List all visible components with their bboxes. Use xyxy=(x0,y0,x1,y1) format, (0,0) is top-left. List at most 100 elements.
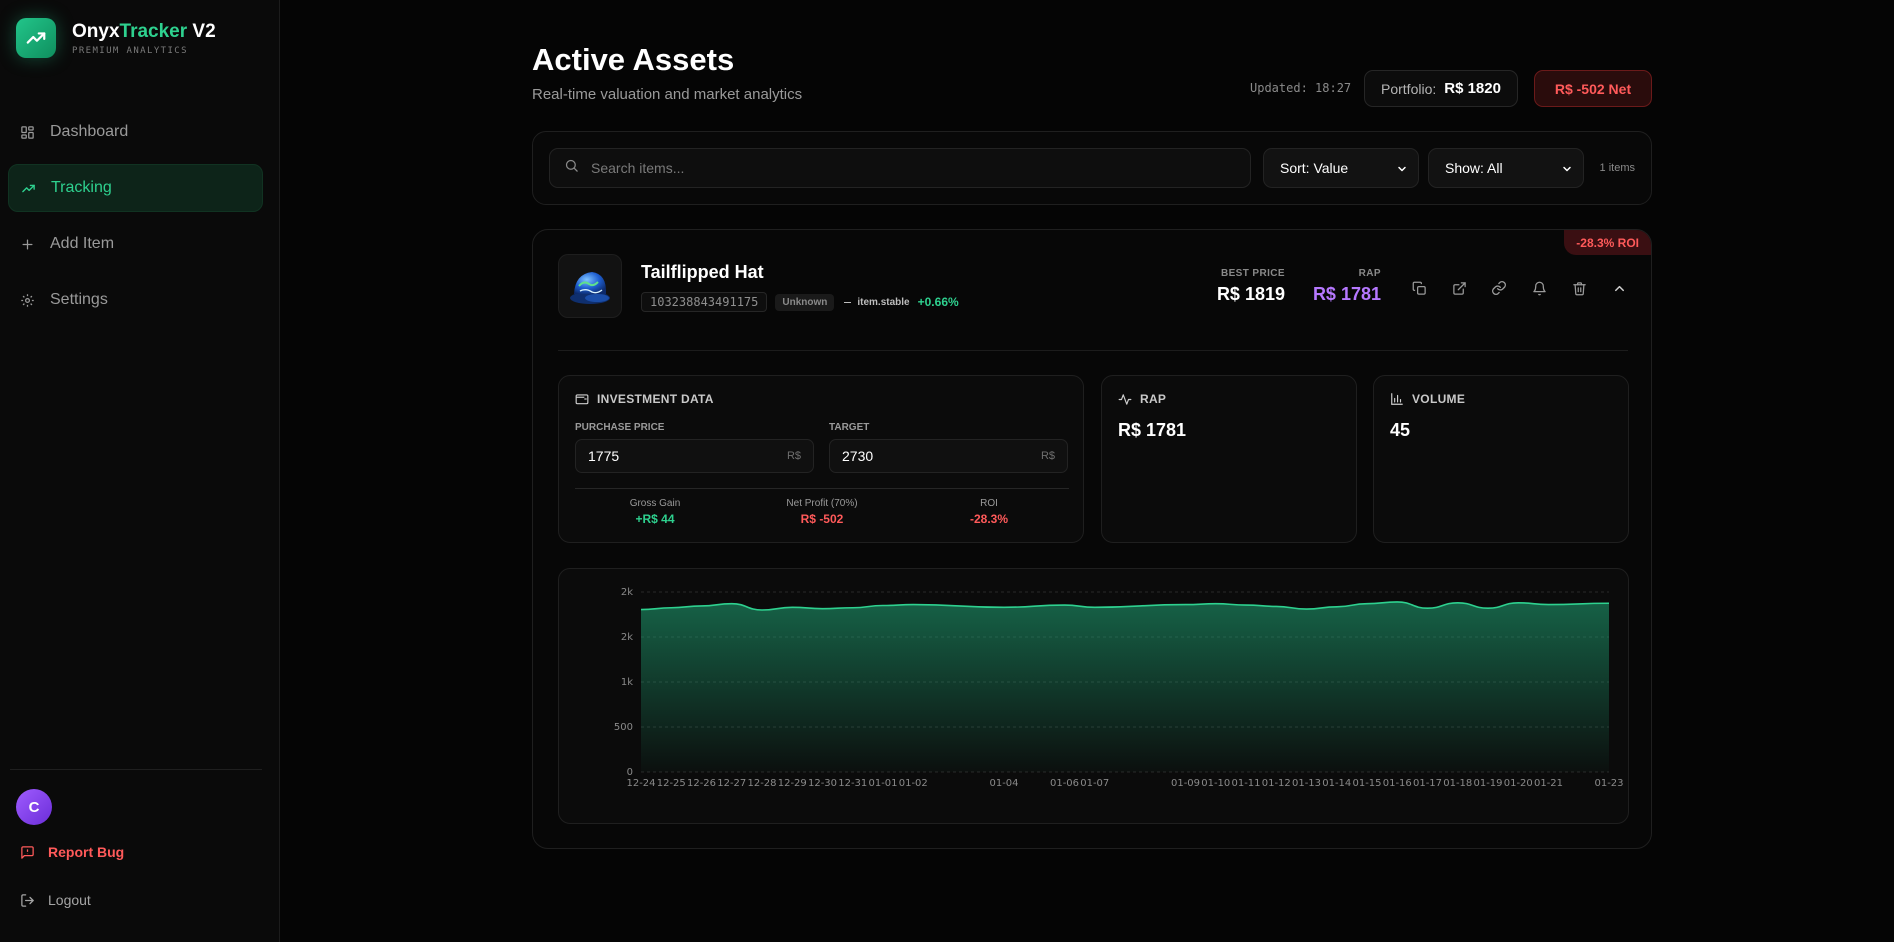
copy-link-button[interactable] xyxy=(1479,272,1519,304)
x-tick-label: 12-30 xyxy=(808,778,837,789)
x-tick-label: 12-27 xyxy=(717,778,746,789)
logout-label: Logout xyxy=(48,892,91,908)
show-filter-select[interactable]: Show: All xyxy=(1428,148,1584,188)
best-price-value: R$ 1819 xyxy=(1216,284,1285,304)
sidebar-item-add-item[interactable]: Add Item xyxy=(8,220,263,268)
gross-gain-label: Gross Gain xyxy=(629,498,681,509)
price-change: +0.66% xyxy=(917,295,959,309)
chart-svg: 0 500 1k 2k 2k 12-24 12-25 12-26 12-27 12-28 12-2… xyxy=(614,587,1624,789)
x-tick-label: 01-18 xyxy=(1443,778,1472,789)
investment-title: INVESTMENT DATA xyxy=(575,392,714,406)
activity-icon xyxy=(1118,392,1132,406)
x-tick-label: 01-09 xyxy=(1171,778,1200,789)
x-tick-label: 12-31 xyxy=(838,778,867,789)
trending-up-icon xyxy=(21,180,37,196)
target-label: TARGET xyxy=(829,422,870,433)
wallet-icon xyxy=(575,392,589,406)
sidebar-item-dashboard[interactable]: Dashboard xyxy=(8,108,263,156)
purchase-price-input[interactable] xyxy=(588,448,768,464)
dash-icon xyxy=(844,301,852,303)
best-price-label: BEST PRICE xyxy=(1220,268,1285,279)
copy-button[interactable] xyxy=(1399,272,1439,304)
report-bug-link[interactable]: Report Bug xyxy=(20,844,124,860)
hat-image xyxy=(570,272,610,304)
brand-subtitle: PREMIUM ANALYTICS xyxy=(72,45,188,56)
rap-panel: RAP R$ 1781 xyxy=(1101,375,1357,543)
target-price-input[interactable] xyxy=(842,448,1022,464)
portfolio-value: R$ 1820 xyxy=(1444,80,1501,97)
page-title: Active Assets xyxy=(532,42,735,77)
net-profit-stat: Net Profit (70%) R$ -502 xyxy=(752,498,892,526)
x-tick-label: 01-04 xyxy=(989,778,1018,789)
x-tick-label: 01-02 xyxy=(899,778,928,789)
trash-icon xyxy=(1572,281,1586,295)
card-divider xyxy=(558,350,1628,351)
roi-value: -28.3% xyxy=(969,512,1009,526)
item-id-badge[interactable]: 103238843491175 xyxy=(641,292,768,312)
roi-stat: ROI -28.3% xyxy=(919,498,1059,526)
avatar[interactable]: C xyxy=(16,789,52,825)
item-thumbnail xyxy=(558,254,622,318)
x-tick-label: 01-17 xyxy=(1413,778,1442,789)
chevron-up-icon xyxy=(1614,285,1624,291)
sidebar-divider xyxy=(10,769,262,770)
sidebar-nav: Dashboard Tracking Add Item Settings xyxy=(8,108,263,332)
stability-label: item.stable xyxy=(857,296,910,308)
y-tick-label: 2k xyxy=(621,632,633,643)
copy-icon xyxy=(1412,281,1426,295)
currency-suffix: R$ xyxy=(1040,450,1055,462)
roi-label: ROI xyxy=(980,498,998,509)
link-icon xyxy=(1492,281,1506,295)
logout-link[interactable]: Logout xyxy=(20,892,91,908)
rap-value: R$ 1781 xyxy=(1312,284,1381,304)
search-icon xyxy=(564,158,579,178)
y-tick-label: 1k xyxy=(621,677,633,688)
purchase-price-label: PURCHASE PRICE xyxy=(575,422,665,433)
search-box[interactable] xyxy=(549,148,1251,188)
brand-title: OnyxTracker V2 xyxy=(72,20,216,42)
plus-icon xyxy=(20,236,36,252)
volume-panel-value: 45 xyxy=(1390,420,1411,440)
open-external-button[interactable] xyxy=(1439,272,1479,304)
search-input[interactable] xyxy=(591,160,1231,176)
net-profit-label: Net Profit (70%) xyxy=(786,498,858,509)
alert-button[interactable] xyxy=(1519,272,1559,304)
item-actions xyxy=(1399,272,1639,304)
x-tick-label: 12-29 xyxy=(778,778,807,789)
gross-gain-stat: Gross Gain +R$ 44 xyxy=(585,498,725,526)
sidebar: OnyxTracker V2 PREMIUM ANALYTICS Dashboa… xyxy=(0,0,280,942)
sidebar-item-settings[interactable]: Settings xyxy=(8,276,263,324)
sidebar-item-label: Add Item xyxy=(50,235,115,252)
net-badge: R$ -502 Net xyxy=(1534,70,1652,107)
x-tick-label: 01-14 xyxy=(1322,778,1351,789)
x-tick-label: 01-23 xyxy=(1594,778,1623,789)
portfolio-badge: Portfolio: R$ 1820 xyxy=(1364,70,1518,107)
chevron-down-icon xyxy=(1561,162,1573,178)
chevron-down-icon xyxy=(1396,162,1408,178)
volume-panel: VOLUME 45 xyxy=(1373,375,1629,543)
target-price-field[interactable]: R$ xyxy=(829,439,1068,473)
x-tick-label: 01-07 xyxy=(1080,778,1109,789)
bell-icon xyxy=(1532,281,1546,295)
page-subtitle: Real-time valuation and market analytics xyxy=(532,86,803,103)
sort-select[interactable]: Sort: Value xyxy=(1263,148,1419,188)
items-count: 1 items xyxy=(1599,162,1635,174)
brand[interactable]: OnyxTracker V2 PREMIUM ANALYTICS xyxy=(16,18,216,58)
gear-icon xyxy=(20,292,36,308)
sidebar-item-tracking[interactable]: Tracking xyxy=(8,164,263,212)
purchase-price-field[interactable]: R$ xyxy=(575,439,814,473)
filter-bar: Sort: Value Show: All 1 items xyxy=(532,131,1652,205)
delete-button[interactable] xyxy=(1559,272,1599,304)
sidebar-item-label: Settings xyxy=(50,291,108,308)
x-tick-label: 01-20 xyxy=(1504,778,1533,789)
trending-up-logo-icon xyxy=(16,18,56,58)
investment-panel: INVESTMENT DATA PURCHASE PRICE R$ TARGET… xyxy=(558,375,1084,543)
chart-area-fill xyxy=(641,601,1609,772)
x-tick-label: 12-26 xyxy=(687,778,716,789)
external-link-icon xyxy=(1452,281,1466,295)
report-bug-label: Report Bug xyxy=(48,844,125,860)
collapse-button[interactable] xyxy=(1599,272,1639,304)
x-tick-label: 01-06 xyxy=(1050,778,1079,789)
roi-badge: -28.3% ROI xyxy=(1564,230,1651,255)
item-tag-badge: Unknown xyxy=(775,293,835,311)
